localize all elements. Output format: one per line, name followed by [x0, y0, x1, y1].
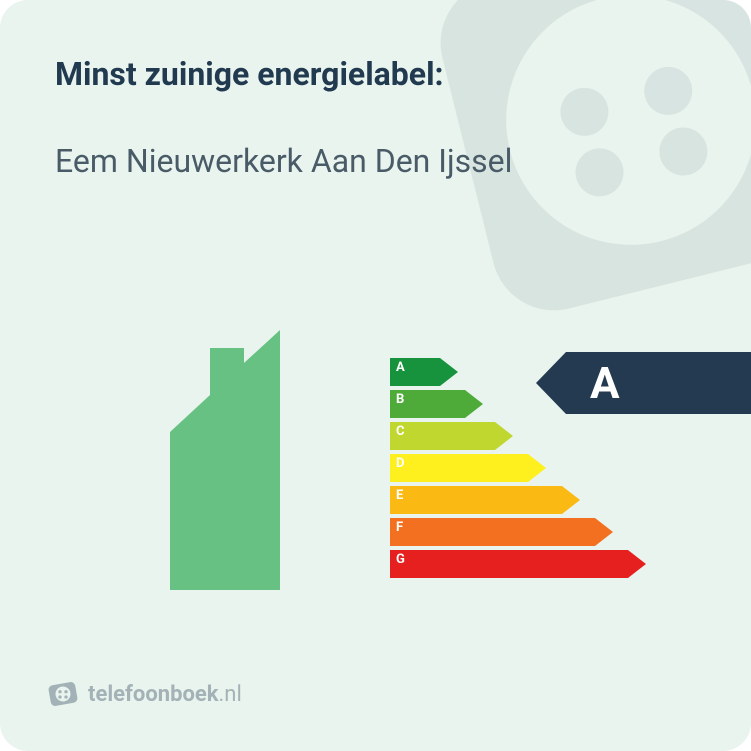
brand-name: telefoonboek — [88, 682, 219, 707]
bar-letter: D — [396, 456, 404, 471]
bar-arrow — [465, 390, 483, 418]
bar-letter: G — [396, 552, 405, 567]
bar-letter: A — [396, 360, 405, 375]
bar-letter: F — [396, 520, 403, 535]
energy-card: Minst zuinige energielabel: Eem Nieuwerk… — [0, 0, 751, 751]
bar-arrow — [440, 358, 458, 386]
bar-letter: B — [396, 392, 404, 407]
badge-arrow-point — [536, 352, 566, 414]
badge-body: A — [566, 352, 751, 414]
bar-arrow — [595, 518, 613, 546]
content-area: Minst zuinige energielabel: Eem Nieuwerk… — [0, 0, 751, 181]
bar-arrow — [562, 486, 580, 514]
card-title: Minst zuinige energielabel: — [55, 55, 696, 93]
bar-letter: C — [396, 424, 405, 439]
house-icon — [170, 330, 390, 590]
footer-brand: telefoonboek.nl — [48, 679, 242, 709]
bar-arrow — [528, 454, 546, 482]
bar-body — [390, 550, 628, 578]
brand-text: telefoonboek.nl — [88, 682, 242, 707]
bar-body — [390, 486, 562, 514]
bar-arrow — [495, 422, 513, 450]
card-subtitle: Eem Nieuwerkerk Aan Den Ijssel — [55, 141, 696, 181]
bar-body — [390, 518, 595, 546]
selected-label-badge: A — [536, 352, 751, 414]
brand-tld: .nl — [219, 682, 242, 707]
bar-letter: E — [396, 488, 403, 503]
bar-body — [390, 422, 495, 450]
bar-body — [390, 454, 528, 482]
selected-label-letter: A — [590, 357, 620, 409]
bar-arrow — [628, 550, 646, 578]
brand-icon — [48, 679, 78, 709]
